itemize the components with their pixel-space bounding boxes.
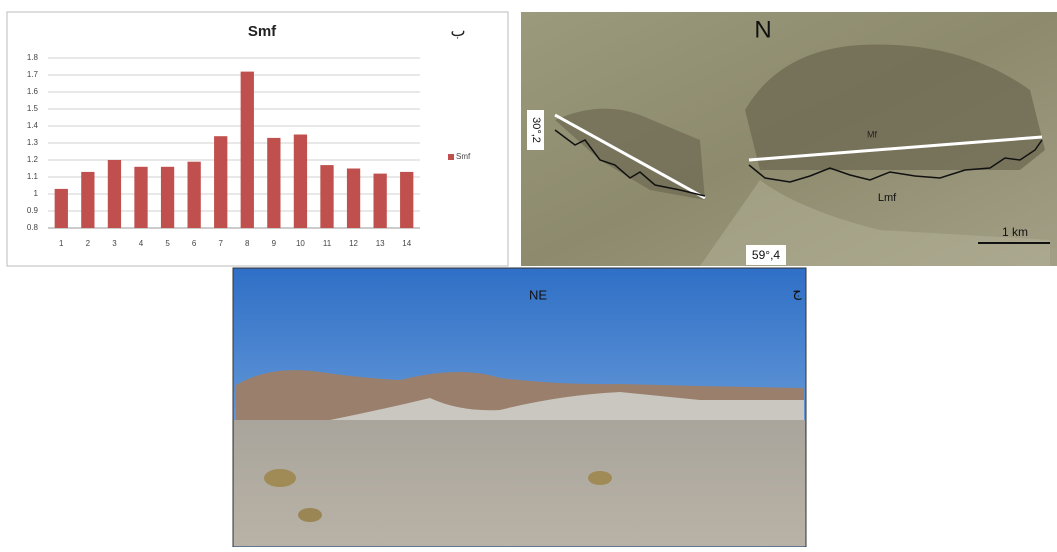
- x-tick-label: 8: [245, 239, 250, 248]
- y-tick-label: 1.3: [27, 138, 39, 147]
- x-tick-label: 4: [139, 239, 144, 248]
- y-tick-label: 1.4: [27, 121, 39, 130]
- legend-label: Smf: [456, 152, 471, 161]
- y-tick-label: 0.8: [27, 223, 39, 232]
- map-panel: N 30°,2 Mf Lmf 1 km 59°,4: [521, 12, 1057, 266]
- lat-label: 30°,2: [530, 117, 542, 143]
- x-tick-label: 9: [272, 239, 277, 248]
- bar: [320, 165, 333, 228]
- bar: [188, 162, 201, 228]
- x-tick-label: 14: [402, 239, 411, 248]
- chart-title: Smf: [248, 23, 277, 40]
- x-tick-label: 7: [218, 239, 223, 248]
- bar: [374, 174, 387, 228]
- ground: [234, 420, 805, 546]
- y-tick-label: 0.9: [27, 206, 39, 215]
- bar: [400, 172, 413, 228]
- mf-label: Mf: [867, 129, 877, 139]
- x-tick-label: 11: [323, 239, 332, 248]
- y-tick-label: 1.7: [27, 70, 39, 79]
- x-tick-label: 2: [86, 239, 91, 248]
- y-tick-label: 1.8: [27, 53, 39, 62]
- y-tick-label: 1.5: [27, 104, 39, 113]
- y-tick-label: 1: [34, 189, 39, 198]
- bar: [267, 138, 280, 228]
- x-tick-label: 13: [376, 239, 385, 248]
- y-tick-label: 1.2: [27, 155, 39, 164]
- shrub: [298, 508, 322, 522]
- y-tick-label: 1.1: [27, 172, 39, 181]
- direction-label: NE: [529, 287, 547, 302]
- bar: [294, 135, 307, 229]
- bar: [134, 167, 147, 228]
- figure: Smf ب 0.80.911.11.21.31.41.51.61.71.8123…: [0, 0, 1057, 547]
- bar: [347, 169, 360, 229]
- x-tick-label: 12: [349, 239, 358, 248]
- x-tick-label: 1: [59, 239, 64, 248]
- legend-swatch: [448, 154, 454, 160]
- lon-label: 59°,4: [752, 248, 780, 262]
- scale-label: 1 km: [1002, 225, 1028, 239]
- bar: [108, 160, 121, 228]
- x-tick-label: 5: [165, 239, 170, 248]
- panel-label: ب: [450, 23, 465, 40]
- bar: [241, 72, 254, 228]
- y-tick-label: 1.6: [27, 87, 39, 96]
- north-label: N: [754, 16, 771, 43]
- lmf-label: Lmf: [878, 192, 897, 204]
- panel-label: ج: [792, 284, 802, 301]
- shrub: [264, 469, 296, 487]
- photo-panel: NE ج: [233, 268, 806, 547]
- bar: [55, 189, 68, 228]
- x-tick-label: 3: [112, 239, 117, 248]
- x-tick-label: 6: [192, 239, 197, 248]
- shrub: [588, 471, 612, 485]
- bar: [81, 172, 94, 228]
- bar: [161, 167, 174, 228]
- bar: [214, 136, 227, 228]
- x-tick-label: 10: [296, 239, 305, 248]
